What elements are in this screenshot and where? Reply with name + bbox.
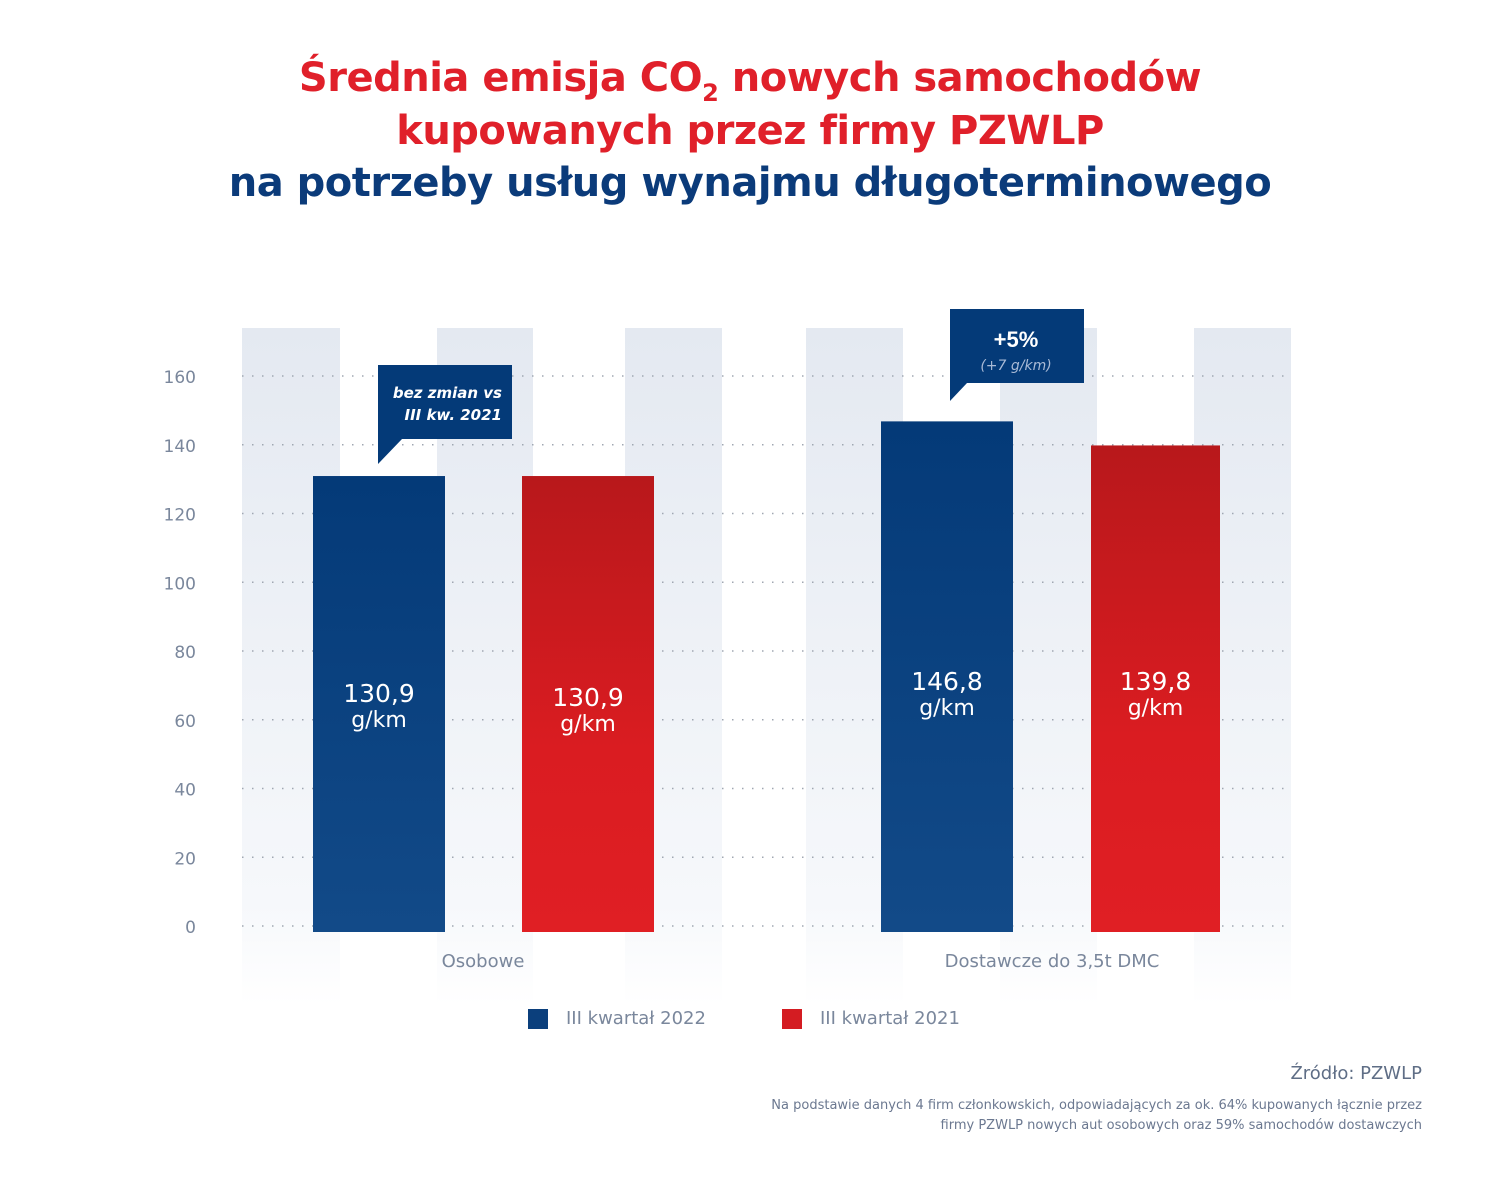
legend-item-2022[interactable]: III kwartał 2022 bbox=[528, 1008, 706, 1029]
background-stripe bbox=[1000, 328, 1097, 1005]
title-text-after: nowych samochodów bbox=[718, 55, 1202, 101]
legend-label-2022: III kwartał 2022 bbox=[566, 1008, 706, 1029]
footnote: Na podstawie danych 4 firm członkowskich… bbox=[622, 1096, 1422, 1136]
bar-value-label: 146,8 bbox=[911, 667, 983, 696]
bar bbox=[313, 476, 445, 932]
footnote-line-1: Na podstawie danych 4 firm członkowskich… bbox=[771, 1098, 1422, 1113]
y-tick-label: 120 bbox=[164, 506, 196, 526]
callout-headline: +5% bbox=[994, 327, 1039, 352]
chart-subtitle: na potrzeby usług wynajmu długoterminowe… bbox=[228, 160, 1272, 206]
y-tick-label: 160 bbox=[164, 368, 196, 388]
bars bbox=[313, 421, 1220, 932]
legend-label-2021: III kwartał 2021 bbox=[820, 1008, 960, 1029]
y-tick-label: 60 bbox=[174, 712, 196, 732]
bar-unit-label: g/km bbox=[1128, 696, 1184, 721]
source-label: Źródło: PZWLP bbox=[1290, 1063, 1422, 1084]
bar-value-label: 130,9 bbox=[343, 679, 415, 708]
x-category-label: Dostawcze do 3,5t DMC bbox=[945, 951, 1160, 972]
bar-unit-label: g/km bbox=[351, 708, 407, 733]
callout-text: bez zmian vs bbox=[393, 384, 502, 402]
bar-unit-label: g/km bbox=[919, 696, 975, 721]
callouts: bez zmian vs III kw. 2021 +5% (+7 g/km) bbox=[378, 309, 1084, 464]
x-axis-labels: Osobowe Dostawcze do 3,5t DMC bbox=[442, 951, 1160, 972]
y-tick-label: 0 bbox=[185, 918, 196, 938]
title-subscript: 2 bbox=[702, 79, 719, 107]
y-tick-label: 20 bbox=[174, 849, 196, 869]
title-text-before: Średnia emisja CO bbox=[298, 55, 703, 101]
chart-title-line-2: kupowanych przez firmy PZWLP bbox=[396, 108, 1104, 154]
footnote-line-2: firmy PZWLP nowych aut osobowych oraz 59… bbox=[940, 1118, 1422, 1133]
legend-swatch-2022 bbox=[528, 1008, 548, 1029]
bar-value-label: 130,9 bbox=[552, 683, 624, 712]
bar-unit-label: g/km bbox=[560, 712, 616, 737]
legend: III kwartał 2022 III kwartał 2021 bbox=[0, 1008, 1500, 1038]
legend-swatch-2021 bbox=[782, 1008, 802, 1029]
y-tick-label: 40 bbox=[174, 781, 196, 801]
bar bbox=[522, 476, 654, 932]
y-tick-label: 100 bbox=[164, 574, 196, 594]
callout-text: III kw. 2021 bbox=[404, 406, 502, 424]
legend-item-2021[interactable]: III kwartał 2021 bbox=[782, 1008, 960, 1029]
bar-value-label: 139,8 bbox=[1120, 667, 1192, 696]
callout-box-osobowe bbox=[378, 365, 512, 464]
callout-detail: (+7 g/km) bbox=[980, 358, 1051, 374]
callout-box-dostawcze bbox=[950, 309, 1084, 401]
x-category-label: Osobowe bbox=[442, 951, 525, 972]
background-stripe bbox=[437, 328, 533, 1005]
background-stripes bbox=[242, 328, 1291, 1005]
y-axis-ticks: 0 20 40 60 80 100 120 140 160 bbox=[164, 368, 196, 938]
y-tick-label: 140 bbox=[164, 437, 196, 457]
chart-title-line-1: Średnia emisja CO2 nowych samochodów bbox=[0, 55, 1500, 105]
bar bbox=[881, 421, 1013, 932]
bar bbox=[1091, 445, 1220, 932]
y-tick-label: 80 bbox=[174, 643, 196, 663]
